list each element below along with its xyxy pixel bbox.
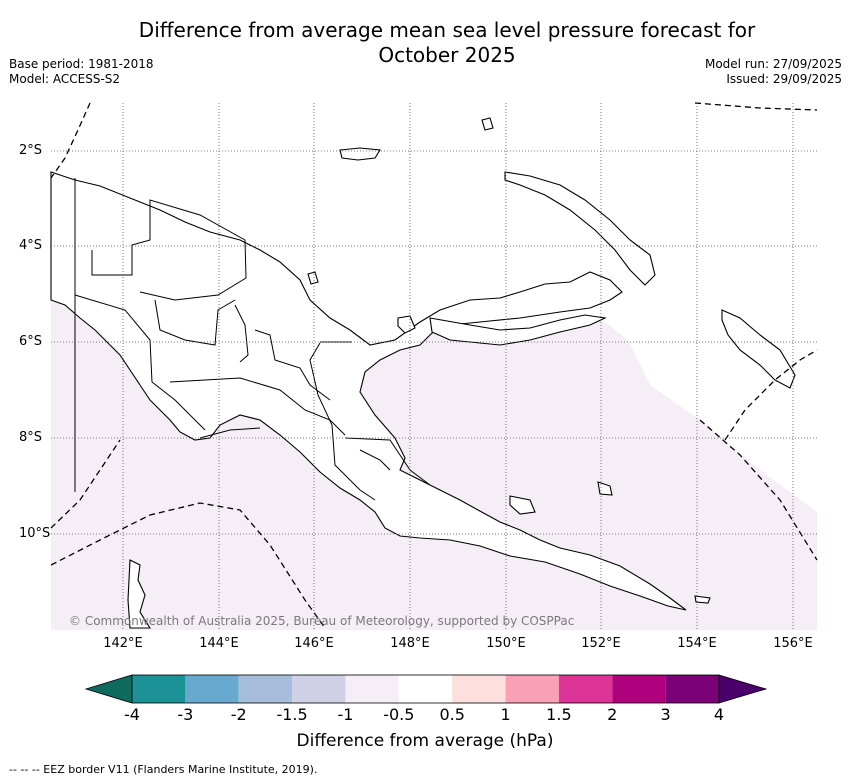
colorbar-segment bbox=[452, 675, 506, 703]
island-small-3 bbox=[307, 271, 319, 285]
island-small-2 bbox=[481, 117, 494, 131]
colorbar-segment bbox=[345, 675, 399, 703]
lon-label: 144°E bbox=[199, 636, 239, 651]
colorbar-title: Difference from average (hPa) bbox=[296, 731, 554, 751]
new-britain bbox=[429, 314, 607, 346]
new-ireland bbox=[504, 171, 656, 286]
island-small-1 bbox=[397, 315, 416, 334]
lat-label: 4°S bbox=[19, 238, 43, 253]
colorbar-segment bbox=[398, 675, 453, 703]
colorbar-segment bbox=[238, 675, 293, 703]
title-line-2: October 2025 bbox=[378, 43, 516, 67]
lon-label: 142°E bbox=[103, 636, 143, 651]
torres-strait bbox=[127, 559, 151, 629]
colorbar-tick-label: -3 bbox=[177, 705, 194, 724]
base-period: Base period: 1981-2018 bbox=[9, 57, 154, 71]
eez-borders bbox=[50, 102, 818, 629]
lon-label: 150°E bbox=[486, 636, 526, 651]
colorbar-segment bbox=[185, 675, 239, 703]
colorbar-segment bbox=[612, 675, 666, 703]
island-small-6 bbox=[694, 595, 711, 604]
colorbar-tick-label: 1 bbox=[500, 705, 511, 724]
colorbar-segment bbox=[292, 675, 346, 703]
title-line-1: Difference from average mean sea level p… bbox=[138, 18, 756, 42]
island-small-5 bbox=[509, 495, 536, 515]
lat-label: 2°S bbox=[19, 143, 43, 158]
lon-label: 154°E bbox=[677, 636, 717, 651]
colorbar-tick-label: -2 bbox=[230, 705, 247, 724]
meta-left: Base period: 1981-2018 Model: ACCESS-S2 bbox=[9, 57, 154, 87]
bougainville bbox=[721, 309, 796, 389]
model-name: Model: ACCESS-S2 bbox=[9, 72, 121, 86]
colorbar-tick-label: -4 bbox=[124, 705, 140, 724]
colorbar-tick-label: -0.5 bbox=[383, 705, 415, 724]
colorbar-tick-label: 4 bbox=[713, 705, 725, 724]
borders bbox=[74, 178, 431, 501]
graticule bbox=[51, 103, 817, 630]
colorbar-frame bbox=[131, 674, 720, 704]
colorbar-segment bbox=[665, 675, 719, 703]
island-small-4 bbox=[597, 481, 613, 496]
colorbar-tick-label: 1.5 bbox=[546, 705, 572, 724]
copyright-notice: © Commonwealth of Australia 2025, Bureau… bbox=[69, 614, 575, 628]
colorbar-segment bbox=[132, 675, 186, 703]
lon-label: 152°E bbox=[581, 636, 621, 651]
lat-label: 8°S bbox=[19, 430, 43, 445]
colorbar-tick-label: 2 bbox=[607, 705, 618, 724]
colorbar-tick-label: -1 bbox=[337, 705, 354, 724]
lon-label: 148°E bbox=[390, 636, 430, 651]
map-area bbox=[50, 102, 818, 630]
lon-label: 156°E bbox=[773, 636, 813, 651]
eez-footnote: -- -- -- EEZ border V11 (Flanders Marine… bbox=[9, 763, 318, 776]
chart-title: Difference from average mean sea level p… bbox=[0, 18, 850, 68]
colorbar-segment bbox=[558, 675, 613, 703]
lat-label: 10°S bbox=[19, 526, 51, 541]
issued-date: Issued: 29/09/2025 bbox=[726, 72, 842, 86]
coastlines bbox=[50, 117, 796, 629]
colorbar-tick-label: -1.5 bbox=[276, 705, 308, 724]
model-run: Model run: 27/09/2025 bbox=[704, 57, 842, 71]
lat-label: 6°S bbox=[19, 334, 43, 349]
colorbar-tick-label: 3 bbox=[660, 705, 671, 724]
lon-label: 146°E bbox=[294, 636, 334, 651]
new-guinea-mainland bbox=[50, 171, 687, 611]
meta-right: Model run: 27/09/2025 Issued: 29/09/2025 bbox=[705, 57, 842, 87]
colorbar-tick-label: 0.5 bbox=[439, 705, 465, 724]
colorbar-segment bbox=[505, 675, 559, 703]
colorbar-extend-low bbox=[84, 674, 133, 704]
colorbar-extend-high bbox=[718, 674, 768, 704]
